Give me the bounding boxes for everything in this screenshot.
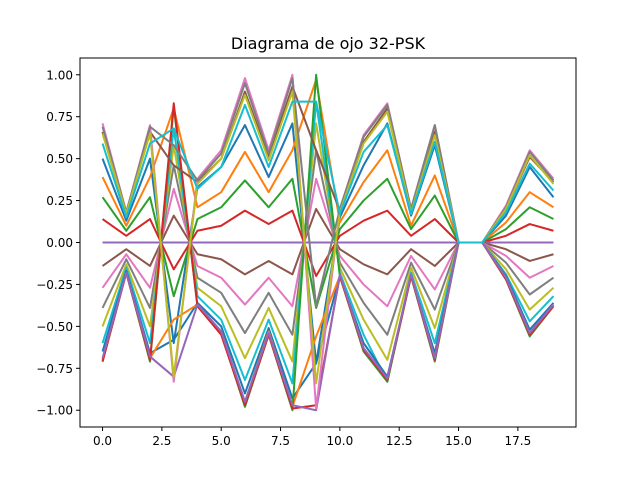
y-tick-label: −0.50: [36, 320, 73, 334]
y-tick-label: 0.25: [46, 194, 73, 208]
axes-frame: [79, 57, 577, 428]
x-tick-label: 10.0: [327, 434, 354, 448]
y-tick-label: 0.50: [46, 152, 73, 166]
x-tick-label: 7.5: [271, 434, 290, 448]
x-tick-label: 5.0: [212, 434, 231, 448]
y-tick-label: −0.25: [36, 278, 73, 292]
series-line-19: [101, 100, 555, 244]
y-tick-label: −0.75: [36, 362, 73, 376]
y-tick-label: 0.75: [46, 110, 73, 124]
x-tick-label: 0.0: [93, 434, 112, 448]
y-tick-label: 0.00: [46, 236, 73, 250]
y-tick-label: 1.00: [46, 68, 73, 82]
x-tick-label: 17.5: [504, 434, 531, 448]
x-tick-label: 2.5: [152, 434, 171, 448]
x-axis: 0.0 2.5 5.0 7.5 10.0 12.5 15.0 17.5: [93, 427, 531, 448]
y-tick-label: −1.00: [36, 404, 73, 418]
plot-area: [101, 73, 555, 412]
y-axis: −1.00 −0.75 −0.50 −0.25 0.00 0.25 0.50 0.75 1.00: [36, 68, 80, 418]
chart-title: Diagrama de ojo 32-PSK: [231, 34, 426, 53]
x-tick-label: 15.0: [445, 434, 472, 448]
x-tick-label: 12.5: [386, 434, 413, 448]
